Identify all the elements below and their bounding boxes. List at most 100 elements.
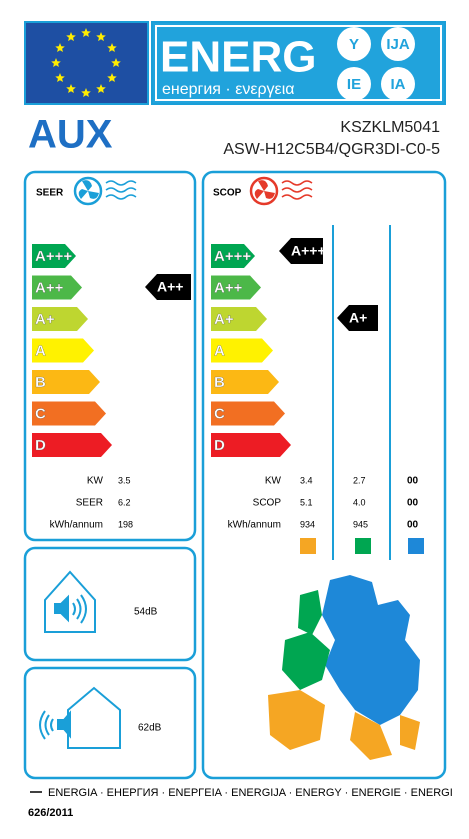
row-label: kWh/annum — [228, 520, 281, 531]
star — [107, 43, 117, 52]
outdoor-noise-panel — [23, 666, 197, 780]
row-value: 00 — [407, 498, 419, 509]
zone-warmer — [300, 538, 316, 554]
row-value: 2.7 — [353, 475, 366, 485]
brand-logo: AUX — [28, 113, 113, 157]
energy-title: ENERG — [160, 33, 316, 82]
regulation: 626/2011 — [28, 807, 73, 819]
outdoor-unit-icon — [39, 686, 121, 749]
badge-label: IJA — [386, 36, 410, 53]
eu-stars — [51, 28, 121, 97]
class-label: A+++ — [35, 248, 72, 265]
scop-panel — [201, 170, 447, 780]
badge — [381, 67, 415, 101]
class-arrow — [32, 244, 76, 268]
class-arrow — [32, 401, 106, 426]
class-label: D — [214, 437, 225, 454]
row-label: KW — [265, 476, 282, 487]
footer-languages: ENERGIA · ЕНЕРГИЯ · ΕΝΕΡΓΕΙΑ · ENERGIJA … — [48, 787, 453, 799]
star — [55, 73, 65, 82]
indoor-noise-panel — [23, 546, 197, 662]
star — [51, 58, 61, 67]
star — [81, 28, 91, 37]
indoor-noise: 54dB — [134, 607, 158, 618]
row-label: kWh/annum — [50, 520, 103, 531]
class-arrow — [32, 307, 88, 331]
badges: Y IJA IE IA — [337, 27, 415, 101]
star — [96, 84, 106, 93]
class-label: C — [35, 405, 46, 422]
badge — [337, 67, 371, 101]
row-value: 945 — [353, 519, 368, 529]
seer-title: SEER — [36, 188, 64, 199]
badge-label: IE — [347, 76, 361, 93]
class-arrow — [211, 401, 285, 426]
row-value: 934 — [300, 519, 315, 529]
model-id: ASW-H12C5B4/QGR3DI-C0-5 — [223, 141, 440, 158]
scop-indicator — [337, 305, 378, 331]
class-arrow — [211, 275, 261, 300]
class-label: A++ — [214, 279, 243, 296]
class-arrow — [32, 433, 112, 457]
class-label: D — [35, 437, 46, 454]
cooling-icon — [73, 176, 137, 206]
class-arrow — [211, 370, 279, 394]
model-id: KSZKLM5041 — [340, 119, 440, 136]
star — [66, 84, 76, 93]
class-label: A+ — [35, 311, 55, 328]
class-arrow — [211, 338, 273, 363]
row-label: KW — [87, 476, 104, 487]
scop-indicator-label: A+ — [349, 310, 367, 326]
class-arrow — [211, 433, 291, 457]
row-value: 6.2 — [118, 497, 131, 507]
row-value: 00 — [407, 476, 419, 487]
banner-border — [155, 25, 442, 101]
class-label: B — [35, 374, 46, 391]
class-label: A+++ — [214, 248, 251, 265]
energy-subtitle: енергия · ενεργεια — [162, 81, 295, 98]
row-value: 3.4 — [300, 475, 313, 485]
row-label: SCOP — [253, 498, 282, 509]
zone-colder — [408, 538, 424, 554]
class-arrow — [211, 307, 267, 331]
class-label: A++ — [35, 279, 64, 296]
scop-indicator — [279, 238, 323, 264]
class-label: A+ — [214, 311, 234, 328]
class-label: C — [214, 405, 225, 422]
class-label: B — [214, 374, 225, 391]
row-value: 3.5 — [118, 475, 131, 485]
row-label: SEER — [76, 498, 103, 509]
class-arrow — [211, 244, 255, 268]
outdoor-noise: 62dB — [138, 723, 162, 734]
star — [81, 88, 91, 97]
scop-title: SCOP — [213, 188, 242, 199]
row-value: 4.0 — [353, 497, 366, 507]
badge-label: IA — [391, 76, 406, 93]
star — [66, 32, 76, 42]
row-value: 198 — [118, 519, 133, 529]
star — [55, 43, 65, 52]
badge — [337, 27, 371, 61]
europe-map — [268, 575, 420, 760]
badge — [381, 27, 415, 61]
badge-label: Y — [349, 36, 359, 53]
class-arrow — [32, 275, 82, 300]
class-label: A — [35, 342, 46, 359]
row-value: 00 — [407, 520, 419, 531]
class-arrow — [32, 370, 100, 394]
seer-indicator — [145, 274, 191, 300]
indoor-unit-icon — [44, 570, 96, 633]
zone-average — [355, 538, 371, 554]
star — [96, 32, 106, 42]
seer-indicator-label: A++ — [157, 279, 183, 295]
row-value: 5.1 — [300, 497, 313, 507]
heating-icon — [249, 176, 313, 206]
scop-indicator-label: A+++ — [291, 243, 326, 259]
class-label: A — [214, 342, 225, 359]
seer-panel — [23, 170, 197, 542]
star — [107, 73, 117, 82]
star — [111, 58, 121, 67]
